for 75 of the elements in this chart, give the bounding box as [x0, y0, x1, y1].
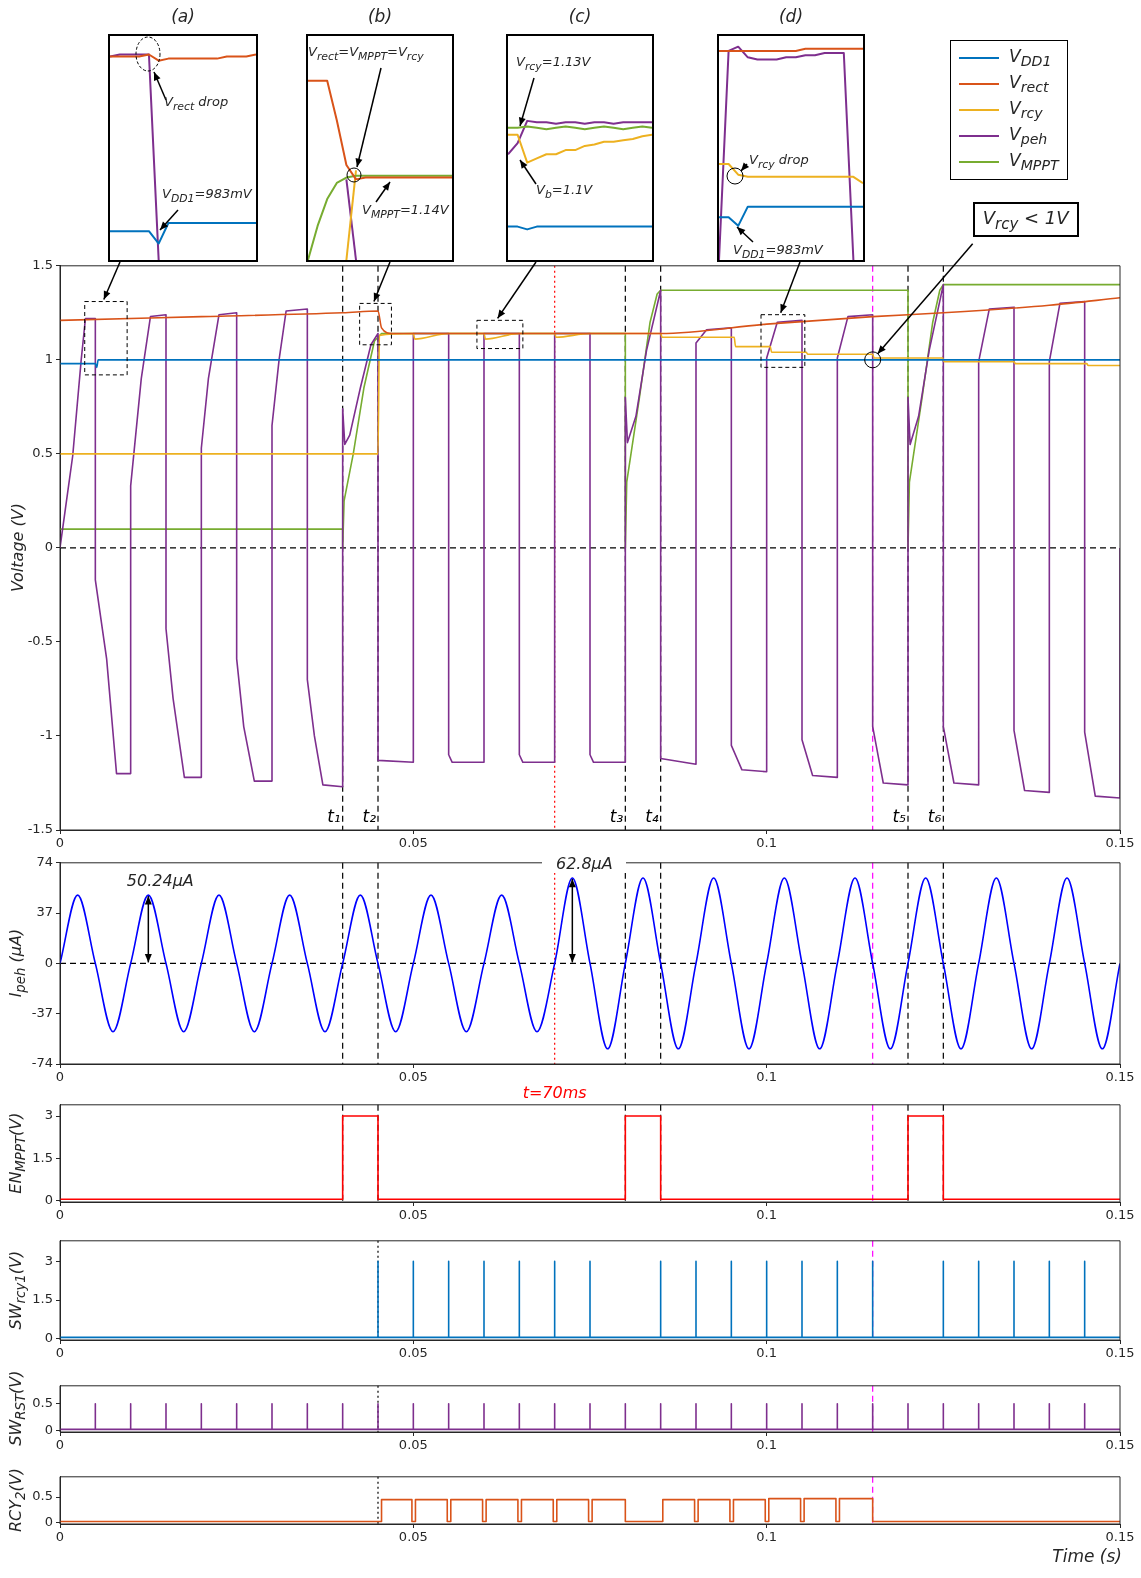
y-tick-label: 0: [44, 539, 53, 555]
chart-title: (b): [366, 6, 394, 26]
ref-line-label: t=70ms: [521, 1083, 588, 1102]
text: V$_{rcy}$=1.13V: [516, 54, 591, 73]
x-tick-label: 0.05: [398, 1207, 428, 1223]
x-tick-label: 0.15: [1105, 1207, 1135, 1223]
y-tick-label: 37: [36, 904, 53, 920]
x-tick-label: 0.15: [1105, 1529, 1135, 1545]
y-tick-label: 0: [44, 1330, 53, 1346]
y-tick-label: 0.5: [32, 1488, 53, 1504]
legend-label: V$_{MPPT}$: [1009, 150, 1059, 174]
legend-label: V$_{peh}$: [1009, 124, 1048, 148]
ref-line-label: t₄: [645, 806, 659, 826]
chart-title: (d): [777, 6, 805, 26]
annotation: V$_{rcy}$ < 1V: [972, 201, 1079, 238]
y-tick-label: 1.5: [32, 1291, 53, 1307]
y-tick-label: 1.5: [32, 257, 53, 273]
y-tick-label: -1: [40, 727, 53, 743]
annotation: V$_{DD1}$=983mV: [162, 186, 252, 205]
chart-title: (a): [170, 6, 196, 26]
annotation: V$_{rect}$ drop: [164, 94, 229, 113]
y-tick-label: 0: [44, 1191, 53, 1207]
chart-title: (c): [567, 6, 593, 26]
annotation: V$_{b}$=1.1V: [536, 182, 593, 201]
annotation: 62.8μA: [542, 854, 627, 874]
y-tick-label: 0: [44, 954, 53, 970]
x-tick-label: 0.05: [398, 1437, 428, 1453]
annotation: V$_{rcy}$ drop: [749, 152, 809, 171]
text: V$_{rect}$=V$_{MPPT}$=V$_{rcy}$: [308, 44, 424, 63]
ref-line-label: t₅: [892, 806, 906, 826]
x-axis-title: Time (s): [1052, 1546, 1122, 1566]
x-tick-label: 0.1: [756, 1529, 778, 1545]
annotation: V$_{MPPT}$=1.14V: [362, 202, 449, 221]
ref-line-label: t₁: [327, 806, 341, 826]
y-tick-label: 1.5: [32, 1149, 53, 1165]
y-tick-label: 0: [44, 1513, 53, 1529]
ref-line-label: t₃: [609, 806, 624, 826]
x-tick-label: 0.05: [398, 1345, 428, 1361]
x-tick-label: 0.15: [1105, 1069, 1135, 1085]
x-tick-label: 0.1: [756, 1437, 778, 1453]
x-tick-label: 0.1: [756, 1345, 778, 1361]
x-tick-label: 0.15: [1105, 1345, 1135, 1361]
annotation: V$_{DD1}$=983mV: [733, 242, 823, 261]
annotation: 50.24μA: [118, 871, 203, 891]
y-tick-label: 1: [44, 351, 53, 367]
y-tick-label: 0: [44, 1421, 53, 1437]
y-tick-label: -0.5: [27, 633, 53, 649]
x-tick-label: 0: [55, 1529, 65, 1545]
x-tick-label: 0.1: [756, 1069, 778, 1085]
y-tick-label: -37: [31, 1005, 53, 1021]
y-tick-label: 0.5: [32, 1395, 53, 1411]
y-tick-label: 74: [36, 854, 53, 870]
legend-label: V$_{rect}$: [1009, 72, 1049, 96]
x-tick-label: 0.05: [398, 835, 428, 851]
x-tick-label: 0: [55, 835, 65, 851]
y-tick-label: 3: [44, 1252, 53, 1268]
y-tick-label: -74: [31, 1055, 53, 1071]
x-tick-label: 0.15: [1105, 1437, 1135, 1453]
x-tick-label: 0: [55, 1069, 65, 1085]
y-tick-label: 3: [44, 1107, 53, 1123]
x-tick-label: 0.05: [398, 1529, 428, 1545]
y-tick-label: 0.5: [32, 445, 53, 461]
x-tick-label: 0: [55, 1345, 65, 1361]
ref-line-label: t₂: [362, 806, 376, 826]
legend-label: V$_{rcy}$: [1009, 98, 1043, 122]
x-tick-label: 0: [55, 1207, 65, 1223]
x-tick-label: 0.15: [1105, 835, 1135, 851]
x-tick-label: 0.1: [756, 1207, 778, 1223]
ref-line-label: t₆: [927, 806, 942, 826]
legend-label: V$_{DD1}$: [1009, 46, 1052, 70]
x-tick-label: 0: [55, 1437, 65, 1453]
x-tick-label: 0.05: [398, 1069, 428, 1085]
x-tick-label: 0.1: [756, 835, 778, 851]
y-tick-label: -1.5: [27, 821, 53, 837]
y-axis-title: Voltage (V): [7, 503, 27, 592]
